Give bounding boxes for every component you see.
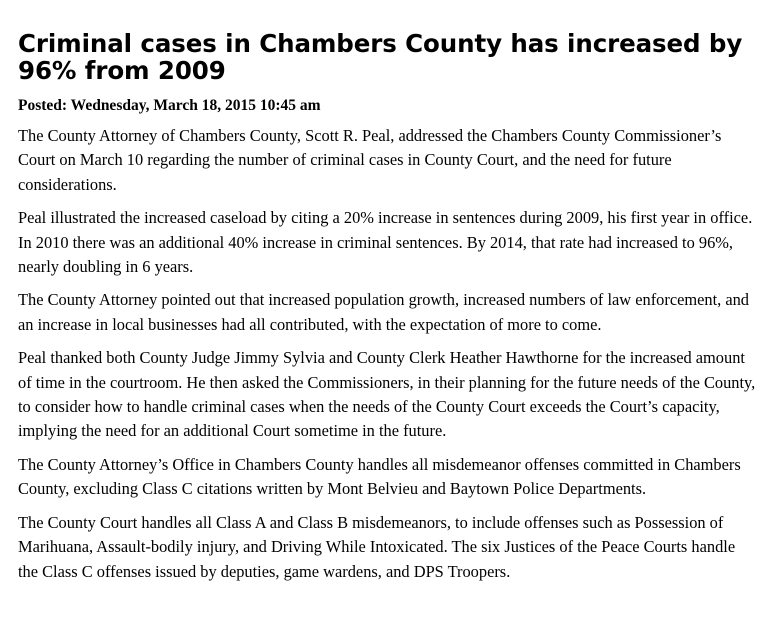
article-paragraph: The County Attorney’s Office in Chambers… [18, 454, 741, 499]
article: Criminal cases in Chambers County has in… [18, 29, 756, 581]
article-paragraph: The County Attorney of Chambers County, … [18, 126, 722, 194]
article-paragraph: The County Court handles all Class A and… [18, 512, 736, 581]
posted-date: Posted: Wednesday, March 18, 2015 10:45 … [18, 97, 321, 114]
article-paragraph: Peal thanked both County Judge Jimmy Syl… [18, 348, 756, 441]
article-paragraph: Peal illustrated the increased caseload … [18, 208, 753, 277]
article-paragraph: The County Attorney pointed out that inc… [18, 290, 749, 334]
article-headline: Criminal cases in Chambers County has in… [18, 29, 743, 85]
